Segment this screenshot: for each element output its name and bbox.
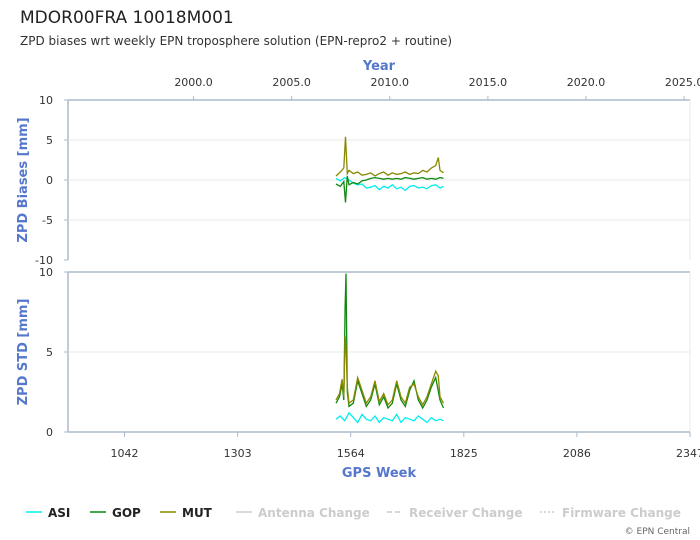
- credit-text: © EPN Central: [624, 527, 690, 537]
- bias-series-asi: [335, 176, 444, 192]
- chart-title: MDOR00FRA 10018M001: [20, 8, 234, 28]
- bottom-xtick-label: 1825: [450, 447, 478, 460]
- bias-ytick-label: 0: [46, 174, 53, 187]
- std-ytick-label: 0: [46, 426, 53, 439]
- legend: ASI GOP MUT Antenna Change Receiver Change Fi…: [26, 506, 681, 520]
- bottom-xtick-label: 1042: [111, 447, 139, 460]
- bottom-xtick-label: 2086: [563, 447, 591, 460]
- top-xtick-label: 2010.0: [371, 76, 410, 89]
- std-ytick-label: 10: [39, 266, 53, 279]
- std-series-gop: [335, 273, 445, 410]
- legend-label-1: GOP: [112, 506, 141, 520]
- bottom-xtick-label: 1303: [224, 447, 252, 460]
- top-xtick-label: 2000.0: [174, 76, 213, 89]
- bottom-x-axis-title: GPS Week: [342, 466, 417, 481]
- top-xtick-label: 2020.0: [567, 76, 606, 89]
- legend-label-5: Firmware Change: [562, 506, 681, 520]
- x-axes: Year 2000.0 2005.0 2010.0 2015.0 2020.0 2025.0…: [68, 59, 700, 481]
- std-y-axis-title: ZPD STD [mm]: [16, 299, 31, 406]
- legend-label-2: MUT: [182, 506, 213, 520]
- top-xtick-label: 2015.0: [469, 76, 508, 89]
- bias-series-gop: [335, 175, 444, 203]
- bias-ytick-label: -10: [35, 254, 53, 267]
- std-series-mut: [335, 335, 445, 407]
- bottom-xtick-label: 2347: [676, 447, 700, 460]
- legend-label-4: Receiver Change: [409, 506, 523, 520]
- chart-subtitle: ZPD biases wrt weekly EPN troposphere so…: [20, 34, 453, 48]
- bias-panel: 10 5 0 -5 -10 ZPD Biases [mm]: [16, 94, 691, 267]
- top-x-axis-title: Year: [362, 59, 396, 74]
- top-xtick-label: 2005.0: [272, 76, 311, 89]
- legend-label-0: ASI: [48, 506, 70, 520]
- bias-ytick-label: -5: [42, 214, 53, 227]
- bottom-xtick-label: 1564: [337, 447, 365, 460]
- bias-ytick-label: 10: [39, 94, 53, 107]
- std-series-asi: [335, 411, 444, 424]
- top-xtick-label: 2025.0: [665, 76, 700, 89]
- std-ytick-label: 5: [46, 346, 53, 359]
- legend-label-3: Antenna Change: [258, 506, 370, 520]
- bias-series-mut: [335, 136, 444, 177]
- bias-y-axis-title: ZPD Biases [mm]: [16, 117, 31, 242]
- bias-ytick-label: 5: [46, 134, 53, 147]
- std-panel: 10 5 0 ZPD STD [mm]: [16, 266, 691, 439]
